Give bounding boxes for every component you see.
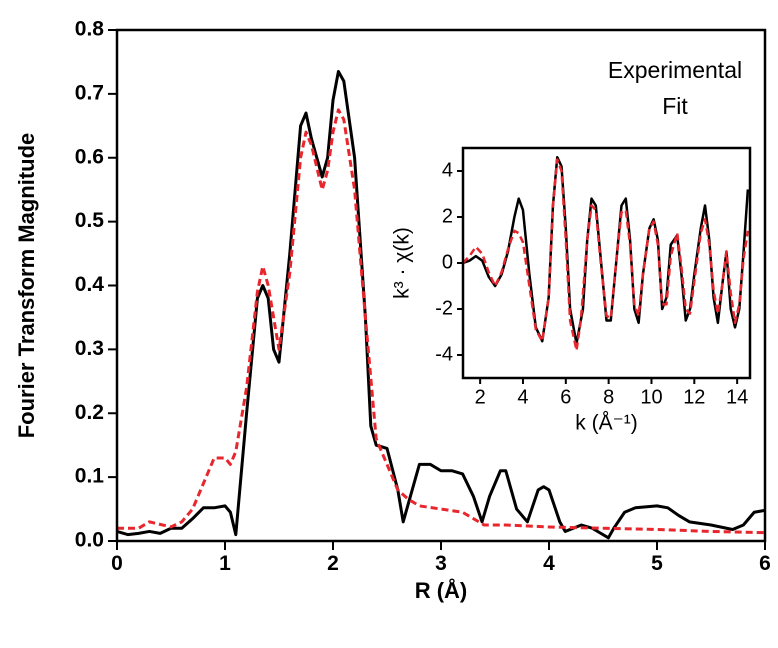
x-tick-label: 6 — [759, 552, 771, 575]
x-tick-label: 4 — [517, 386, 528, 408]
data-line — [117, 108, 765, 535]
inset-background — [463, 148, 750, 378]
main-chart: 0 1 2 3 4 5 60.00.10.20.30.40.50.60.70.8R (Å)F… — [14, 18, 771, 603]
y-tick-label: 0.2 — [75, 401, 104, 424]
x-tick-label: 1 — [219, 552, 231, 575]
y-tick-label: 0.7 — [75, 81, 104, 104]
x-tick-label: 4 — [543, 552, 555, 575]
data-line — [463, 158, 750, 352]
y-tick-label: -4 — [435, 343, 453, 365]
y-tick-label: 0.3 — [75, 337, 104, 360]
y-axis-label: k³ · χ(k) — [391, 227, 414, 299]
plot-area — [117, 70, 765, 540]
x-tick-label: 2 — [475, 386, 486, 408]
y-tick-label: 0.4 — [75, 273, 105, 296]
x-tick-label: 0 — [111, 552, 123, 575]
x-tick-label: 10 — [640, 386, 662, 408]
x-tick-label: 12 — [683, 386, 705, 408]
data-line — [117, 70, 765, 540]
y-tick-label: 0.5 — [75, 209, 105, 232]
plot-area — [463, 155, 750, 352]
x-axis-label: k (Å⁻¹) — [575, 412, 637, 435]
x-axis-label: R (Å) — [415, 577, 468, 603]
y-axis-label: Fourier Transform Magnitude — [14, 133, 39, 439]
y-tick-label: 0.0 — [75, 529, 104, 552]
y-tick-label: -2 — [435, 297, 453, 319]
x-tick-label: 5 — [651, 552, 663, 575]
x-tick-label: 14 — [726, 386, 748, 408]
y-tick-label: 0 — [442, 251, 453, 273]
y-tick-label: 4 — [442, 159, 453, 181]
legend-entry: Experimental — [608, 57, 742, 83]
y-tick-label: 0.1 — [75, 465, 105, 488]
x-tick-label: 6 — [560, 386, 571, 408]
x-tick-label: 2 — [327, 552, 339, 575]
legend-entry: Fit — [662, 93, 688, 119]
y-tick-label: 0.8 — [75, 18, 105, 41]
y-tick-label: 0.6 — [75, 145, 104, 168]
x-tick-label: 8 — [603, 386, 614, 408]
y-tick-label: 2 — [442, 205, 453, 227]
x-tick-label: 3 — [435, 552, 447, 575]
inset-chart: 2 4 6 8 10 12 14 -4 -2 0 2 4 k (Å⁻¹) k³ · χ(k) — [391, 146, 752, 435]
